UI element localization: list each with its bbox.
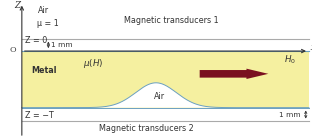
Text: Air: Air [37,6,49,14]
Text: $H_0$: $H_0$ [284,53,296,66]
Text: Magnetic transducers 1: Magnetic transducers 1 [124,15,219,25]
Text: Z = 0: Z = 0 [25,36,47,45]
Text: 1 mm: 1 mm [279,112,301,118]
Text: O: O [10,46,16,54]
Text: 1 mm: 1 mm [51,42,73,48]
Text: μ = 1: μ = 1 [37,19,59,28]
Text: Z: Z [14,1,20,10]
Text: Magnetic transducers 2: Magnetic transducers 2 [99,124,194,133]
Text: X: X [310,44,312,52]
Text: $\mu(H)$: $\mu(H)$ [83,57,104,70]
Text: Air: Air [154,92,165,101]
Text: Metal: Metal [31,66,57,75]
FancyArrow shape [200,69,268,79]
Text: Z = −T: Z = −T [25,111,54,120]
Bar [22,51,309,108]
